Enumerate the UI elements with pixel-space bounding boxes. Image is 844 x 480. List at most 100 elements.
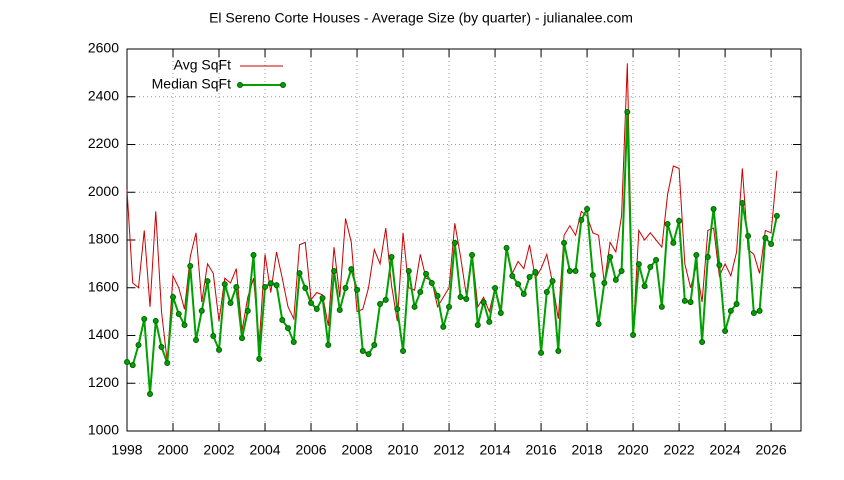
data-point	[584, 205, 591, 212]
data-point	[710, 205, 717, 212]
x-tick-label: 2022	[664, 442, 695, 458]
legend-label: Median SqFt	[152, 76, 231, 92]
data-point	[526, 274, 533, 281]
data-point	[624, 109, 631, 116]
x-tick-label: 2002	[203, 442, 234, 458]
data-point	[722, 327, 729, 334]
data-point	[285, 325, 292, 332]
data-point	[561, 239, 568, 246]
data-point	[658, 303, 665, 310]
data-point	[319, 295, 326, 302]
data-point	[480, 299, 487, 306]
data-point	[451, 239, 458, 246]
data-point	[175, 311, 182, 318]
data-point	[492, 284, 499, 291]
data-point	[538, 349, 545, 356]
data-point	[428, 279, 435, 286]
data-point	[589, 272, 596, 279]
data-point	[290, 338, 297, 345]
data-point	[216, 346, 223, 353]
data-point	[221, 281, 228, 288]
data-point	[405, 268, 412, 275]
data-point	[135, 342, 142, 349]
data-point	[704, 253, 711, 260]
data-point	[733, 300, 740, 307]
y-tick-label: 1600	[88, 278, 119, 294]
data-point	[543, 289, 550, 296]
x-tick-label: 2014	[479, 442, 510, 458]
data-point	[497, 310, 504, 317]
data-point	[676, 217, 683, 224]
data-point	[250, 252, 257, 259]
legend-label: Avg SqFt	[174, 57, 231, 73]
data-point	[549, 278, 556, 285]
data-point	[664, 221, 671, 228]
data-point	[365, 351, 372, 358]
data-point	[325, 342, 332, 349]
data-point	[302, 284, 309, 291]
data-point	[681, 297, 688, 304]
x-tick-label: 2020	[617, 442, 648, 458]
data-point	[670, 239, 677, 246]
data-point	[486, 318, 493, 325]
data-point	[233, 284, 240, 291]
data-point	[520, 290, 527, 297]
data-point	[756, 307, 763, 314]
y-tick-label: 1800	[88, 231, 119, 247]
data-point	[382, 296, 389, 303]
data-point	[170, 294, 177, 301]
data-point	[423, 270, 430, 277]
data-point	[693, 252, 700, 259]
data-point	[469, 252, 476, 259]
y-tick-label: 2600	[88, 40, 119, 56]
data-point	[227, 300, 234, 307]
data-point	[331, 268, 338, 275]
data-point	[434, 292, 441, 299]
data-point	[612, 276, 619, 283]
data-point	[446, 303, 453, 310]
data-point	[124, 359, 130, 366]
legend-marker	[237, 82, 243, 88]
plot-frame	[126, 48, 802, 432]
x-tick-label: 2016	[525, 442, 556, 458]
data-point	[147, 390, 154, 397]
x-tick-label: 2008	[341, 442, 372, 458]
data-point	[262, 284, 269, 291]
data-point	[164, 359, 171, 366]
data-point	[342, 284, 349, 291]
data-point	[359, 348, 366, 355]
series-line	[126, 63, 778, 362]
data-point	[457, 294, 464, 301]
data-point	[204, 278, 211, 285]
y-tick-label: 1400	[88, 326, 119, 342]
data-point	[267, 280, 274, 287]
data-point	[210, 332, 217, 339]
data-point	[699, 338, 706, 345]
data-point	[572, 268, 579, 275]
data-point	[630, 332, 637, 339]
legend-marker	[280, 82, 286, 88]
data-point	[773, 212, 780, 219]
data-point	[181, 321, 188, 328]
data-point	[503, 244, 510, 251]
data-point	[555, 348, 562, 355]
data-point	[296, 270, 303, 277]
data-point	[279, 316, 286, 323]
data-point	[745, 232, 752, 239]
y-tick-label: 2200	[88, 135, 119, 151]
data-point	[474, 321, 481, 328]
data-point	[336, 306, 343, 313]
data-point	[727, 307, 734, 314]
data-point	[653, 257, 660, 264]
data-point	[687, 299, 694, 306]
y-tick-label: 2000	[88, 183, 119, 199]
data-point	[762, 234, 769, 241]
data-point	[313, 305, 320, 312]
x-tick-label: 2012	[433, 442, 464, 458]
x-tick-label: 2000	[157, 442, 188, 458]
data-point	[141, 316, 148, 323]
data-point	[354, 286, 361, 293]
data-point	[348, 266, 355, 273]
data-point	[641, 283, 648, 290]
